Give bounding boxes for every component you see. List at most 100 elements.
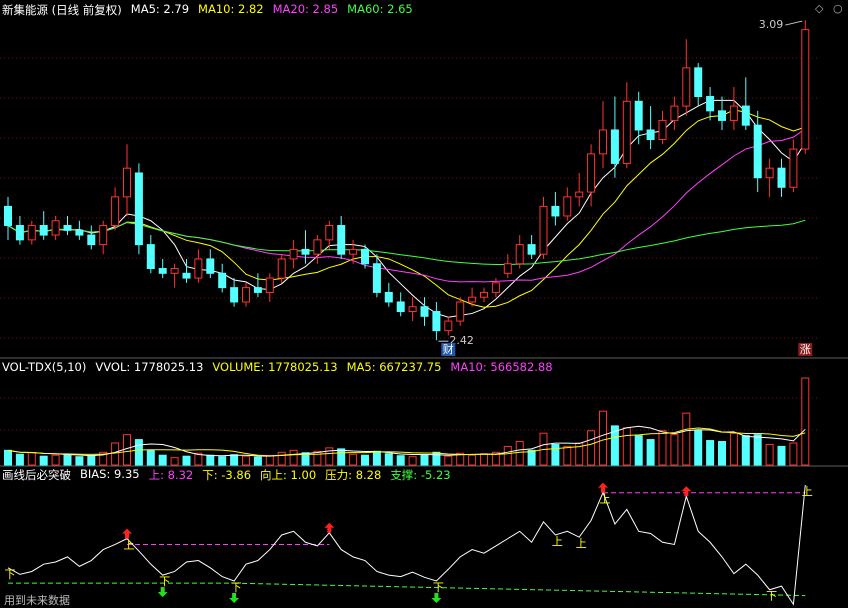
icon[interactable]: ◇ xyxy=(815,2,824,15)
legend-item: 压力: 8.28 xyxy=(325,468,382,482)
candle-body xyxy=(111,196,120,227)
signal-label: 上 xyxy=(124,539,135,552)
candle-body xyxy=(420,306,429,317)
candle-body xyxy=(182,272,191,279)
volume-bar xyxy=(384,453,393,466)
up-arrow xyxy=(122,528,132,539)
volume-bar xyxy=(265,455,274,466)
volume-bar xyxy=(682,412,691,466)
volume-bar xyxy=(753,434,762,466)
candle-body xyxy=(194,258,203,279)
candle-body xyxy=(527,244,536,255)
volume-bar xyxy=(718,441,726,466)
icon[interactable]: ○ xyxy=(833,2,843,15)
volume-bar xyxy=(599,410,607,466)
signal-label: 下 xyxy=(159,575,170,588)
candle-body xyxy=(658,119,667,141)
candle-body xyxy=(622,100,631,164)
candle-body xyxy=(480,291,488,298)
volume-bar xyxy=(610,425,619,466)
signal-label: 上 xyxy=(576,537,587,550)
volume-bar xyxy=(408,456,417,466)
candle-body xyxy=(242,287,250,303)
volume-bar xyxy=(39,455,48,466)
down-arrow xyxy=(229,592,240,603)
candle-body xyxy=(551,205,560,217)
signal-label: 下 xyxy=(766,590,777,603)
volume-bar xyxy=(99,451,108,466)
candle-body xyxy=(456,301,465,322)
candle-body xyxy=(337,225,346,255)
volume-ma-line xyxy=(7,427,806,457)
legend-item: 上: 8.32 xyxy=(148,468,194,482)
candle-body xyxy=(361,248,369,265)
volume-bar xyxy=(63,453,72,466)
legend-item: MA20: 2.85 xyxy=(272,2,339,16)
volume-bar xyxy=(337,448,346,466)
candle-body xyxy=(587,153,596,193)
volume-bar xyxy=(15,453,24,466)
candle-body xyxy=(158,268,167,274)
volume-bar xyxy=(468,454,477,466)
legend-item: VVOL: 1778025.13 xyxy=(95,360,204,374)
volume-bar xyxy=(456,452,465,466)
candle-body xyxy=(706,96,715,112)
volume-bar xyxy=(706,440,715,466)
badge-text: 财 xyxy=(443,342,454,356)
candle-body xyxy=(670,105,679,121)
candle-body xyxy=(289,248,298,260)
signal-label: 下 xyxy=(5,568,16,581)
candle-body xyxy=(206,258,215,274)
candle-body xyxy=(265,277,274,293)
candle-body xyxy=(277,258,286,279)
candle-body xyxy=(313,239,322,255)
volume-bar xyxy=(444,455,453,466)
signal-label: 下 xyxy=(231,581,242,594)
candle-body xyxy=(765,167,774,179)
candle-body xyxy=(325,225,334,241)
volume-bar xyxy=(206,454,215,466)
volume-bar xyxy=(372,450,381,466)
volume-bar xyxy=(729,432,738,466)
up-arrow xyxy=(598,482,608,493)
volume-bar xyxy=(158,454,167,466)
signal-label: 下 xyxy=(433,581,444,594)
volume-bar xyxy=(515,441,524,466)
volume-bar xyxy=(396,455,405,466)
footnote: 用到未来数据 xyxy=(4,593,70,607)
candle-body xyxy=(503,263,512,274)
legend-item: MA10: 2.82 xyxy=(198,2,264,16)
candle-body xyxy=(384,291,393,303)
candle-body xyxy=(39,225,48,236)
candle-body xyxy=(468,296,477,303)
candle-body xyxy=(63,225,72,231)
candle-body xyxy=(599,129,607,155)
volume-bar xyxy=(432,451,441,466)
volume-bar xyxy=(587,430,596,466)
volume-bar xyxy=(646,439,655,466)
legend-item: MA60: 2.65 xyxy=(347,2,413,16)
candle-body xyxy=(396,301,405,313)
volume-bar xyxy=(349,453,358,466)
candle-body xyxy=(99,225,108,246)
candle-body xyxy=(349,248,358,255)
candle-body xyxy=(432,311,441,332)
candle-body xyxy=(253,287,262,293)
candle-body xyxy=(741,105,750,126)
candle-body xyxy=(491,282,500,293)
volume-bar xyxy=(51,454,60,466)
signal-label: 上 xyxy=(552,535,563,548)
up-arrow xyxy=(324,522,335,533)
volume-bar xyxy=(503,445,512,466)
candle-body xyxy=(15,225,24,241)
candle-body xyxy=(27,225,36,241)
volume-bar xyxy=(563,445,572,466)
volume-ma-line xyxy=(7,425,806,457)
candle-body xyxy=(4,205,12,227)
candle-body xyxy=(753,124,762,179)
legend-item: 画线后必突破 xyxy=(2,468,71,482)
candle-body xyxy=(634,100,643,131)
volume-bar xyxy=(253,456,262,466)
candle-body xyxy=(372,263,381,293)
volume-bar xyxy=(634,435,643,466)
